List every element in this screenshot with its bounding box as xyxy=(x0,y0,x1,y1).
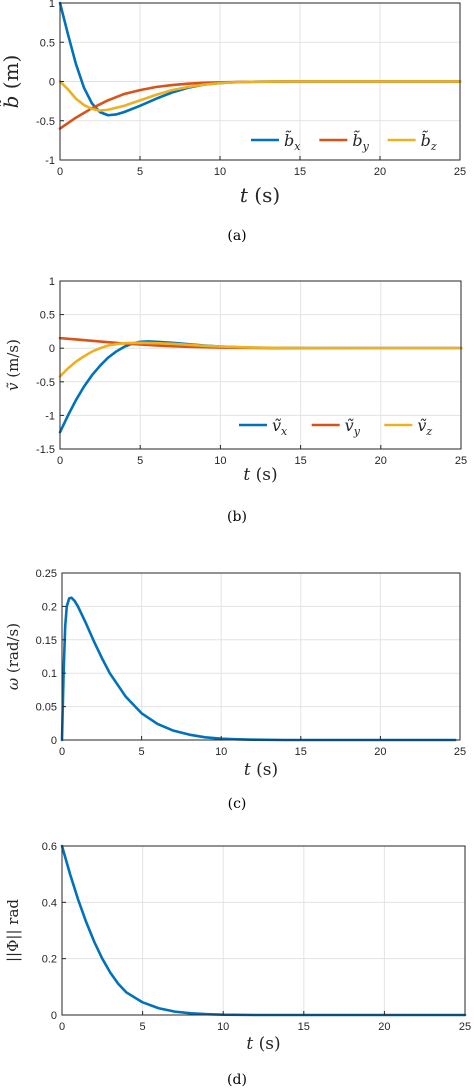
x-tick-label: 25 xyxy=(455,455,467,467)
y-tick-label: -0.5 xyxy=(36,377,55,389)
y-tick-label: 0 xyxy=(49,343,55,355)
x-tick-label: 20 xyxy=(374,166,386,178)
y-tick-label: 0.2 xyxy=(42,601,57,613)
legend-entry-x: ṽx xyxy=(272,416,288,438)
y-axis-label: b̃ (m) xyxy=(0,55,23,109)
y-tick-label: 0.1 xyxy=(42,668,57,680)
x-tick-label: 0 xyxy=(59,746,65,758)
legend-entry-x: b̃x xyxy=(284,130,301,153)
x-tick-label: 20 xyxy=(374,746,386,758)
subfigure-caption: (d) xyxy=(227,1072,247,1088)
y-tick-label: 0 xyxy=(51,735,57,747)
y-tick-label: 0 xyxy=(49,77,55,89)
x-tick-label: 15 xyxy=(294,455,306,467)
chart-2: 0 5 10 15 20 25-1.5-1-0.500.51t (s)ṽ (m/s)ṽx ṽ… xyxy=(4,276,467,525)
x-tick-label: 15 xyxy=(295,746,307,758)
axes-frame xyxy=(61,572,461,741)
legend-entry-z: ṽz xyxy=(417,416,432,438)
x-tick-label: 5 xyxy=(139,746,145,758)
x-axis-label: t (s) xyxy=(240,183,280,207)
y-tick-label: 0.2 xyxy=(42,954,57,966)
x-tick-label: 5 xyxy=(137,166,143,178)
x-axis-unit: (s) xyxy=(250,465,277,485)
y-tick-label: 0.5 xyxy=(40,37,55,49)
chart-1: 0 5 10 15 20 25-1-0.500.51t (s)b̃ (m)b̃x b̃y b̃… xyxy=(0,0,466,244)
legend-entry-z: b̃z xyxy=(421,130,437,153)
subfigure-caption: (c) xyxy=(228,796,247,812)
x-tick-label: 0 xyxy=(59,1021,65,1033)
subfigure-caption: (a) xyxy=(227,228,246,244)
x-axis-variable: t xyxy=(243,465,250,485)
x-tick-label: 10 xyxy=(214,166,226,178)
y-tick-label: 0.6 xyxy=(42,841,57,853)
x-axis-unit: (s) xyxy=(253,1034,280,1054)
x-tick-label: 25 xyxy=(459,1021,471,1033)
y-tick-label: 1 xyxy=(49,276,55,288)
plot-area xyxy=(62,846,465,1015)
x-tick-label: 0 xyxy=(57,166,63,178)
y-tick-label: 0.4 xyxy=(42,897,57,909)
y-axis-variable: b̃ xyxy=(0,96,23,109)
chart-4: 0 5 10 15 20 25 0 0.2 0.4 0.6 t (s) ||Φ|| rad (d) xyxy=(4,841,471,1088)
legend-entry-y: ṽy xyxy=(345,416,361,438)
y-tick-label: 0 xyxy=(51,1010,57,1022)
x-axis-variable: t xyxy=(244,760,251,780)
subfigure-caption: (b) xyxy=(227,509,247,525)
plot-area xyxy=(60,281,461,449)
x-tick-label: 15 xyxy=(298,1021,310,1033)
x-tick-label: 20 xyxy=(375,455,387,467)
x-axis-variable: t xyxy=(240,183,249,207)
y-tick-label: -1 xyxy=(45,410,55,422)
x-axis-variable: t xyxy=(246,1034,253,1054)
x-tick-label: 25 xyxy=(454,166,466,178)
chart-3: 0 5 10 15 20 25 0 0.05 0.1 0.15 0.2 0.25 t (s) ω (rad… xyxy=(4,568,466,812)
series-line-z xyxy=(58,341,463,378)
x-axis-unit: (s) xyxy=(248,183,280,207)
x-tick-label: 10 xyxy=(215,746,227,758)
legend: b̃x b̃y b̃z xyxy=(251,130,437,153)
x-axis-label: t (s) xyxy=(243,465,277,485)
axes-frame xyxy=(59,280,462,450)
y-axis-label: ω (rad/s) xyxy=(4,623,22,690)
x-tick-label: 5 xyxy=(140,1021,146,1033)
y-tick-label: -1 xyxy=(45,155,55,167)
x-tick-label: 0 xyxy=(57,455,63,467)
y-tick-label: -0.5 xyxy=(36,116,55,128)
y-axis-unit: (m) xyxy=(0,55,23,96)
y-tick-label: 0.25 xyxy=(36,568,57,580)
y-tick-label: 1 xyxy=(49,0,55,10)
x-tick-label: 20 xyxy=(378,1021,390,1033)
x-tick-label: 25 xyxy=(454,746,466,758)
y-tick-label: -1.5 xyxy=(36,444,55,456)
x-tick-label: 5 xyxy=(137,455,143,467)
y-tick-label: 0.05 xyxy=(36,702,57,714)
y-axis-label: ||Φ|| rad xyxy=(4,899,22,962)
legend: ṽx ṽy ṽz xyxy=(239,416,432,438)
axes-frame xyxy=(61,845,466,1016)
y-tick-label: 0.5 xyxy=(40,310,55,322)
y-tick-label: 0.15 xyxy=(36,635,57,647)
y-axis-label: ṽ (m/s) xyxy=(4,339,22,391)
y-axis-variable: ω xyxy=(4,678,22,690)
x-tick-label: 15 xyxy=(294,166,306,178)
y-axis-unit: (m/s) xyxy=(4,339,22,382)
x-axis-label: t (s) xyxy=(244,760,278,780)
x-tick-label: 10 xyxy=(214,455,226,467)
x-axis-label: t (s) xyxy=(246,1034,280,1054)
y-axis-variable: ṽ xyxy=(4,382,22,391)
y-axis-unit: (rad/s) xyxy=(4,623,22,678)
legend-entry-y: b̃y xyxy=(352,130,369,153)
x-axis-unit: (s) xyxy=(251,760,278,780)
x-tick-label: 10 xyxy=(217,1021,229,1033)
series-line-z xyxy=(58,80,462,112)
plot-area xyxy=(62,573,460,740)
